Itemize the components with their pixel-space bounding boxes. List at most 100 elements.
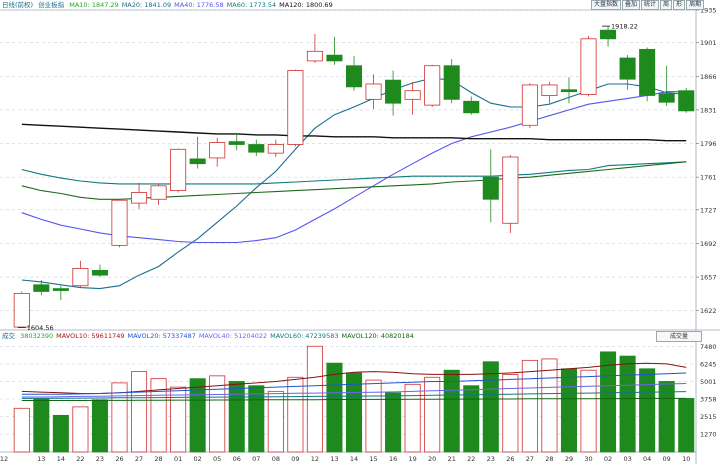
candlestick[interactable] — [482, 149, 499, 223]
toolbar-button-stats[interactable]: 统计 — [641, 0, 660, 10]
volume-bar[interactable] — [33, 398, 50, 453]
volume-indicator-dropdown[interactable]: 成交量 — [656, 331, 702, 342]
volume-bar[interactable] — [580, 369, 597, 453]
date-axis-label: 09 — [291, 455, 299, 463]
volume-bar[interactable] — [639, 368, 656, 453]
candlestick[interactable] — [404, 82, 421, 115]
candlestick[interactable] — [560, 77, 577, 104]
candlestick[interactable] — [33, 279, 50, 296]
volume-bar[interactable] — [170, 386, 187, 453]
date-axis-label: 15 — [369, 455, 377, 463]
candlestick[interactable] — [209, 137, 226, 167]
ma-legend-1: MA20: 1841.09 — [121, 1, 172, 9]
candle-body — [404, 90, 421, 100]
toolbar-button-week[interactable]: 周 — [660, 0, 673, 10]
volume-bar[interactable] — [306, 345, 323, 453]
candlestick[interactable] — [287, 69, 304, 147]
date-axis-label: 12 — [311, 455, 319, 463]
candlestick[interactable] — [658, 65, 675, 107]
volume-bar[interactable] — [365, 379, 382, 453]
candlestick[interactable] — [541, 82, 558, 104]
volume-bar[interactable] — [52, 414, 69, 453]
volume-bar[interactable] — [600, 351, 617, 453]
volume-bar[interactable] — [404, 383, 421, 453]
toolbar-button-period[interactable]: 周期 — [686, 0, 705, 10]
price-axis-label: 1831 — [700, 106, 717, 114]
candlestick[interactable] — [365, 74, 382, 109]
candlestick[interactable] — [267, 139, 284, 157]
date-axis-label: 03 — [623, 455, 631, 463]
volume-bar[interactable] — [424, 376, 441, 453]
candlestick[interactable] — [443, 58, 460, 104]
volume-bar[interactable] — [443, 369, 460, 453]
volume-bar[interactable] — [385, 392, 402, 453]
candlestick[interactable] — [306, 34, 323, 63]
volume-bar[interactable] — [91, 399, 108, 453]
volume-bar[interactable] — [521, 359, 538, 453]
volume-bar[interactable] — [150, 378, 167, 453]
candle-body — [463, 100, 480, 114]
volume-bars[interactable] — [13, 345, 695, 453]
candlestick[interactable] — [91, 264, 108, 278]
date-axis-label: 27 — [135, 455, 143, 463]
candlestick[interactable] — [463, 96, 480, 115]
candlestick[interactable] — [131, 182, 148, 209]
ma-line-ma40 — [21, 91, 687, 244]
candlestick[interactable] — [345, 56, 363, 91]
candlestick[interactable] — [619, 55, 636, 90]
candlestick[interactable] — [72, 260, 89, 288]
volume-bar[interactable] — [463, 385, 480, 453]
candlestick[interactable] — [13, 291, 30, 328]
date-axis-label: 08 — [272, 455, 280, 463]
candle-body — [639, 48, 656, 96]
candlestick[interactable] — [424, 64, 441, 108]
candlestick[interactable] — [228, 133, 245, 151]
candlestick[interactable] — [600, 26, 617, 47]
volume-bar[interactable] — [248, 385, 265, 453]
candlestick[interactable] — [678, 87, 695, 113]
toolbar-button-index[interactable]: 大盘指数 — [591, 0, 622, 10]
candlestick[interactable] — [248, 139, 265, 157]
candle-body — [111, 199, 128, 246]
volume-bar[interactable] — [619, 355, 636, 453]
toolbar-button-overlay[interactable]: 叠加 — [622, 0, 641, 10]
volume-bar[interactable] — [228, 381, 245, 453]
date-axis-label: 13 — [330, 455, 338, 463]
candle-body — [600, 29, 617, 40]
candlestick[interactable] — [502, 155, 519, 233]
candlestick[interactable] — [111, 199, 128, 248]
candlestick[interactable] — [639, 47, 656, 102]
date-axis-label: 13 — [37, 455, 45, 463]
candlestick[interactable] — [170, 148, 187, 193]
candlestick[interactable] — [521, 83, 538, 129]
volume-bar[interactable] — [678, 398, 695, 453]
candle-body — [33, 284, 50, 292]
candle-body — [72, 268, 89, 287]
candlestick[interactable] — [150, 183, 167, 206]
toolbar: 大盘指数 叠加 统计 周 形 周期 — [590, 0, 705, 10]
volume-axis-label: 2515 — [700, 413, 717, 421]
volume-bar[interactable] — [326, 362, 343, 453]
toolbar-button-shape[interactable]: 形 — [673, 0, 686, 10]
volume-bar[interactable] — [72, 406, 89, 453]
volume-bar[interactable] — [131, 371, 148, 453]
volume-bar[interactable] — [658, 381, 675, 453]
high-price-annotation: 1918.22 — [611, 23, 638, 31]
candlestick[interactable] — [580, 35, 597, 97]
volume-bar[interactable] — [209, 375, 226, 453]
candlestick[interactable] — [52, 285, 69, 301]
candlestick[interactable] — [326, 36, 343, 65]
volume-bar[interactable] — [267, 390, 284, 453]
volume-bar[interactable] — [13, 407, 30, 453]
volume-bar[interactable] — [502, 374, 519, 453]
volume-bar[interactable] — [560, 368, 577, 453]
candlestick[interactable] — [385, 70, 402, 116]
volume-bar[interactable] — [541, 358, 558, 453]
volume-bar[interactable] — [287, 376, 304, 453]
candle-body — [170, 148, 187, 192]
index-name: 创业板指 — [38, 1, 65, 9]
volume-bar[interactable] — [482, 361, 499, 453]
candlesticks[interactable] — [13, 26, 695, 328]
candlestick[interactable] — [189, 136, 206, 169]
